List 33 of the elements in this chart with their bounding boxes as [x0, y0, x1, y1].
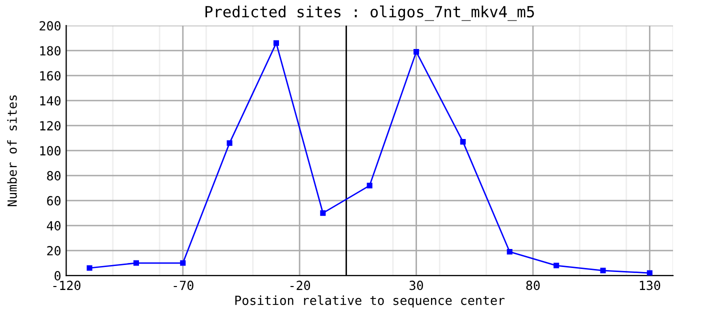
point [646, 270, 652, 276]
y-tick-label: 160 [40, 71, 61, 81]
x-tick-label: 130 [640, 280, 660, 290]
y-tick-label: 100 [40, 146, 61, 156]
point [86, 265, 92, 271]
x-tick-label: 30 [410, 280, 423, 290]
point [460, 139, 466, 145]
point [133, 260, 139, 266]
point [366, 182, 372, 188]
y-tick-label: 20 [47, 246, 61, 256]
y-axis-title: Number of sites [7, 95, 17, 206]
point [180, 260, 186, 266]
point [273, 40, 280, 46]
x-tick-label: 80 [526, 280, 540, 290]
point [226, 140, 232, 146]
point [320, 210, 326, 216]
point [600, 268, 606, 274]
x-axis-title: Position relative to sequence center [235, 295, 505, 308]
y-tick-label: 140 [40, 96, 61, 106]
x-tick-label: -20 [290, 280, 310, 290]
y-tick-label: 120 [40, 121, 61, 131]
y-tick-label: 0 [54, 271, 61, 280]
chart-title: Predicted sites : oligos_7nt_mkv4_m5 [206, 6, 534, 21]
point [506, 249, 512, 255]
x-tick-label: -70 [174, 280, 194, 290]
y-tick-label: 60 [47, 196, 61, 206]
y-tick-label: 200 [40, 21, 61, 31]
point [414, 49, 420, 55]
y-tick-label: 40 [46, 221, 61, 230]
x-tick-label: -120 [53, 280, 80, 290]
y-tick-label: 80 [47, 171, 61, 181]
point [554, 262, 560, 268]
y-tick-label: 180 [40, 46, 61, 56]
